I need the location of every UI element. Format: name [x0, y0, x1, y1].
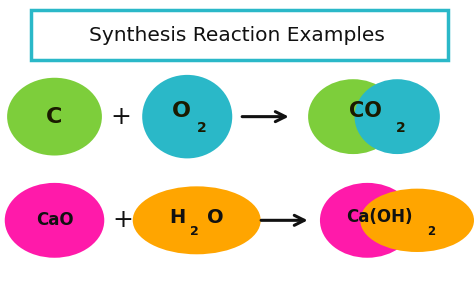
Ellipse shape [320, 183, 415, 258]
Text: C: C [46, 107, 63, 127]
FancyBboxPatch shape [31, 10, 448, 60]
Ellipse shape [5, 183, 104, 258]
Text: H: H [170, 208, 186, 227]
Text: O: O [207, 208, 224, 227]
Text: +: + [110, 105, 131, 129]
Ellipse shape [7, 78, 102, 156]
Text: Synthesis Reaction Examples: Synthesis Reaction Examples [89, 26, 385, 45]
Ellipse shape [133, 186, 261, 254]
Text: Ca(OH): Ca(OH) [346, 209, 412, 226]
Text: 2: 2 [190, 225, 199, 238]
Ellipse shape [308, 79, 398, 154]
Ellipse shape [142, 75, 232, 158]
Text: 2: 2 [396, 121, 405, 135]
Text: 2: 2 [427, 225, 436, 238]
Text: O: O [172, 101, 191, 122]
Text: CO: CO [348, 101, 382, 122]
Text: +: + [113, 208, 134, 232]
Text: 2: 2 [197, 121, 206, 135]
Ellipse shape [360, 189, 474, 252]
Text: CaO: CaO [36, 211, 73, 229]
Ellipse shape [355, 79, 440, 154]
